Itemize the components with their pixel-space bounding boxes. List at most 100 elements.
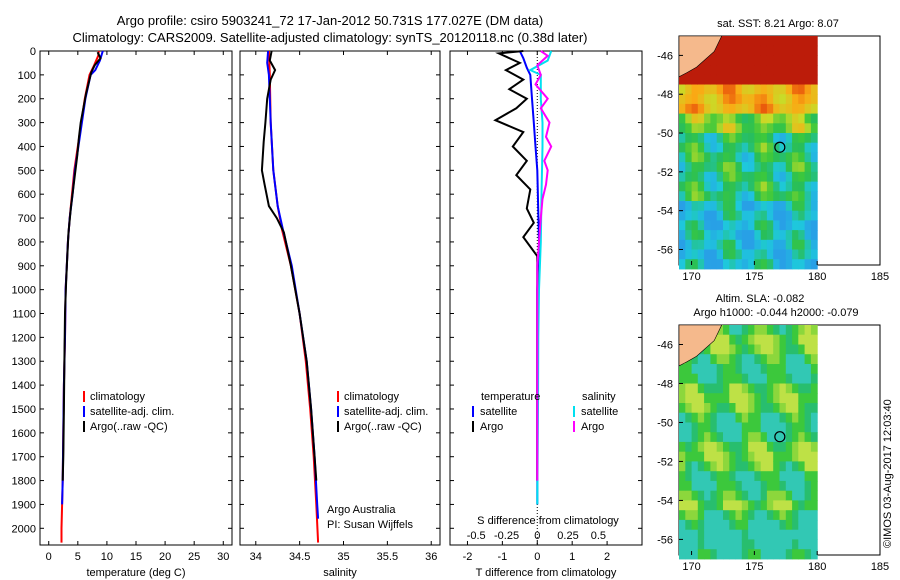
map-cell — [691, 412, 699, 423]
map-cell — [779, 393, 787, 404]
map-cell — [723, 432, 730, 443]
map-cell — [798, 74, 806, 85]
legend-entry: satellite-adj. clim. — [344, 406, 428, 418]
map-cell — [760, 162, 768, 173]
map-cell — [748, 65, 755, 76]
map-cell — [785, 239, 793, 250]
top-x-tick-label: 0 — [534, 530, 540, 542]
map-cell — [723, 451, 730, 462]
map-cell — [810, 364, 818, 375]
map-cell — [804, 201, 812, 212]
map-cell — [716, 364, 724, 375]
map-cell — [798, 123, 806, 134]
x-tick-label: 34 — [250, 551, 262, 563]
map-cell — [729, 334, 737, 345]
map-cell — [810, 74, 818, 85]
difference-panel: -2 -1 0 1 2 T difference from climatology temp… — [449, 50, 643, 579]
map-cell — [716, 133, 724, 144]
map-cell — [723, 220, 730, 231]
map-cell — [773, 113, 780, 124]
map-cell — [741, 539, 749, 550]
map-cell — [735, 123, 743, 134]
map-cell — [810, 259, 818, 270]
map-cell — [710, 432, 718, 443]
map-cell — [810, 123, 818, 134]
lon-tick-label: 175 — [745, 271, 763, 283]
map-cell — [679, 123, 686, 134]
map-cell — [704, 539, 711, 550]
map-cell — [729, 344, 737, 355]
map-cell — [785, 162, 793, 173]
map-cell — [760, 142, 768, 153]
map-cell — [810, 220, 818, 231]
map-cell — [766, 133, 774, 144]
map-cell — [773, 461, 780, 472]
map-cell — [741, 451, 749, 462]
map-cell — [810, 171, 818, 182]
x-tick-label: 1 — [569, 551, 575, 563]
y-tick-label: 1800 — [12, 476, 36, 488]
map-cell — [773, 510, 780, 521]
map-cell — [741, 490, 749, 501]
map-cell — [723, 74, 730, 85]
x-tick-label: 35.5 — [377, 551, 398, 563]
map-cell — [785, 441, 793, 453]
map-cell — [779, 432, 787, 443]
map-cell — [773, 529, 780, 540]
map-cell — [760, 36, 768, 47]
map-cell — [810, 210, 818, 221]
map-cell — [685, 133, 693, 144]
map-cell — [792, 325, 799, 336]
map-cell — [716, 74, 724, 85]
map-cell — [798, 344, 806, 355]
map-cell — [710, 210, 718, 221]
map-cell — [704, 519, 711, 531]
map-cell — [716, 220, 724, 231]
map-cell — [679, 490, 686, 501]
map-cell — [760, 55, 768, 66]
map-cell — [723, 441, 730, 453]
map-cell — [741, 55, 749, 66]
map-cell — [710, 249, 718, 260]
sla-map: -46 -48 -50 -52 -54 -56 170 175 180 185 Altim. SLA… — [657, 293, 889, 573]
map-cell — [766, 142, 774, 153]
legend-entry: climatology — [344, 391, 400, 403]
map-cell — [754, 84, 762, 95]
map-cell — [798, 210, 806, 221]
map-cell — [716, 422, 724, 433]
map-cell — [792, 210, 799, 221]
map-cell — [810, 45, 818, 56]
x-axis-label: T difference from climatology — [476, 567, 617, 579]
map-cell — [704, 65, 711, 76]
y-tick-label: 1900 — [12, 499, 36, 511]
map-cell — [760, 451, 768, 462]
map-cell — [729, 123, 737, 134]
map-cell — [729, 191, 737, 202]
map-cell — [792, 432, 799, 443]
map-cell — [760, 432, 768, 443]
map-cell — [760, 45, 768, 56]
plot-frame — [39, 50, 233, 546]
map-cell — [723, 84, 730, 95]
map-cell — [735, 364, 743, 375]
map-cell — [735, 344, 743, 355]
map-cell — [704, 74, 711, 85]
map-cell — [697, 480, 705, 492]
map-cell — [723, 123, 730, 134]
map-cell — [741, 344, 749, 355]
map-cell — [716, 55, 724, 66]
map-cell — [798, 142, 806, 153]
map-cell — [748, 334, 755, 345]
map-cell — [723, 181, 730, 192]
map-cell — [697, 422, 705, 433]
map-cell — [792, 549, 799, 560]
map-cell — [785, 133, 793, 144]
map-cell — [773, 539, 780, 550]
map-cell — [810, 441, 818, 453]
map-cell — [685, 142, 693, 153]
map-cell — [710, 65, 718, 76]
legend-title-temperature: temperature — [481, 391, 540, 403]
map-cell — [697, 210, 705, 221]
map-cell — [766, 94, 774, 105]
map-cell — [754, 103, 762, 115]
